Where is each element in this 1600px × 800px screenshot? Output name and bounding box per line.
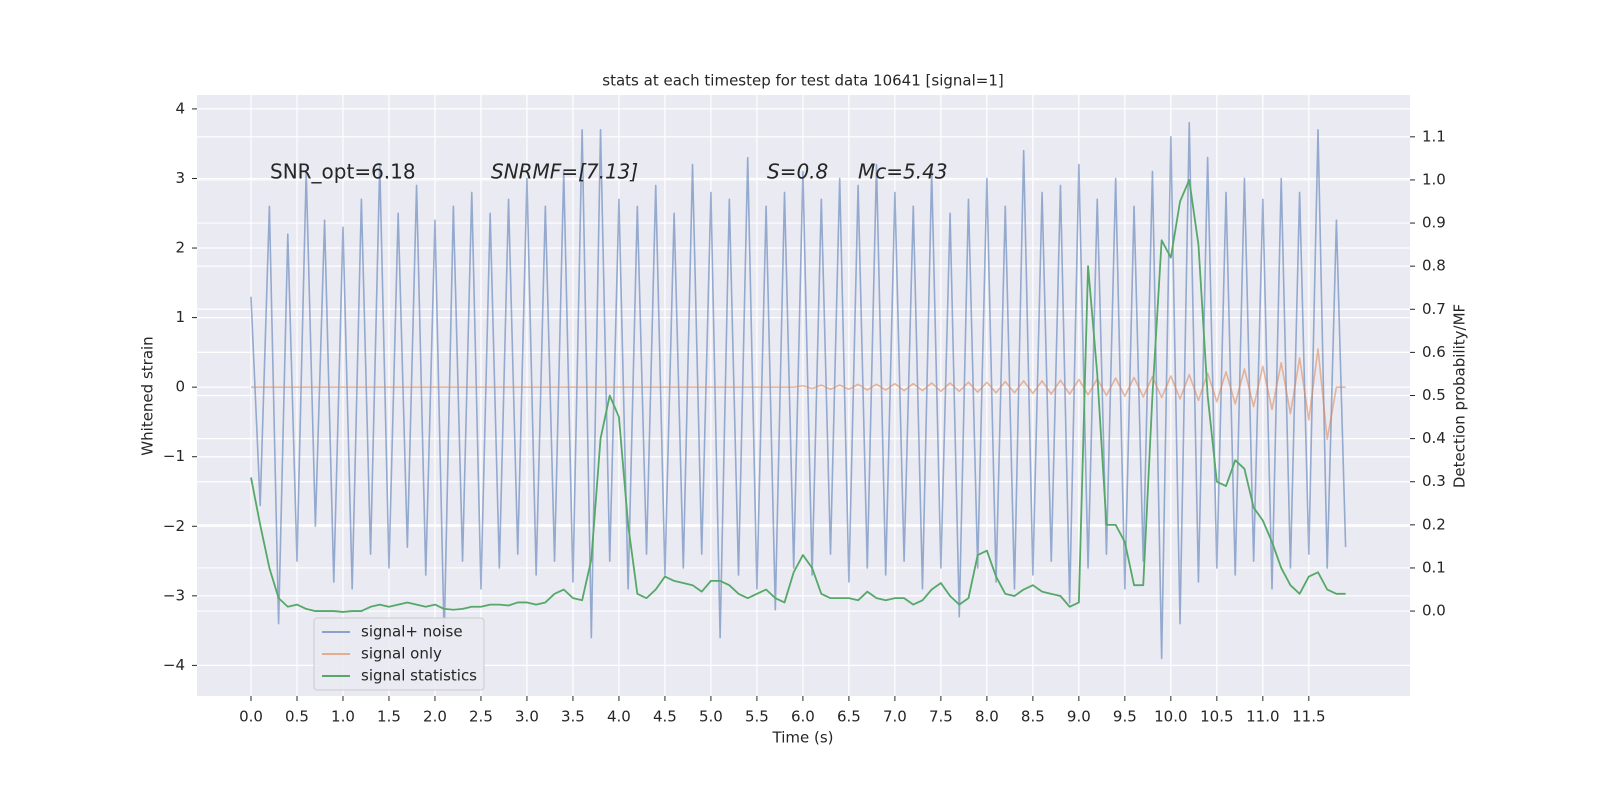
x-tick-label: 8.5 (1021, 708, 1045, 726)
y2-tick-label: 1.1 (1422, 127, 1446, 145)
x-tick-label: 0.0 (239, 708, 263, 726)
chart-title: stats at each timestep for test data 106… (602, 72, 1003, 90)
x-tick-label: 4.0 (607, 708, 631, 726)
x-tick-label: 8.0 (975, 708, 999, 726)
x-tick-label: 9.0 (1067, 708, 1091, 726)
x-tick-label: 10.5 (1200, 708, 1233, 726)
y-tick-label: 3 (175, 169, 185, 187)
y-tick-label: 1 (175, 308, 185, 326)
y-tick-label: −1 (163, 447, 185, 465)
x-tick-label: 5.0 (699, 708, 723, 726)
x-tick-label: 11.5 (1292, 708, 1325, 726)
series-line (250, 122, 1347, 660)
y2-tick-label: 0.3 (1422, 472, 1446, 490)
y2-tick-label: 0.6 (1422, 343, 1446, 361)
x-tick-label: 2.5 (469, 708, 493, 726)
x-tick-label: 7.0 (883, 708, 907, 726)
marks (250, 122, 1347, 660)
y-tick-label: −4 (163, 656, 185, 674)
y2-axis-label: Detection probability/MF (1451, 304, 1469, 488)
series-line (250, 348, 1346, 441)
x-tick-label: 11.0 (1246, 708, 1279, 726)
legend-label: signal only (361, 645, 442, 663)
x-tick-label: 3.5 (561, 708, 585, 726)
x-tick-label: 1.5 (377, 708, 401, 726)
annotation: SNRMF=[7.13] (491, 160, 638, 184)
x-tick-label: 6.0 (791, 708, 815, 726)
series-line (250, 179, 1346, 613)
x-tick-label: 5.5 (745, 708, 769, 726)
legend-label: signal+ noise (361, 623, 463, 641)
x-axis-label: Time (s) (772, 729, 834, 747)
y2-tick-label: 1.0 (1422, 170, 1446, 188)
legend-label: signal statistics (361, 667, 477, 685)
annotation: SNR_opt=6.18 (270, 160, 416, 184)
y-tick-label: −3 (163, 586, 185, 604)
y2-tick-label: 0.0 (1422, 602, 1446, 620)
x-tick-label: 3.0 (515, 708, 539, 726)
y-tick-label: 0 (175, 378, 185, 396)
x-tick-label: 0.5 (285, 708, 309, 726)
legend-box (313, 617, 485, 691)
x-tick-label: 10.0 (1154, 708, 1187, 726)
y2-tick-label: 0.5 (1422, 386, 1446, 404)
y2-tick-label: 0.8 (1422, 257, 1446, 275)
annotation: Mc=5.43 (858, 160, 948, 184)
y2-tick-label: 0.4 (1422, 429, 1446, 447)
y2-tick-label: 0.1 (1422, 558, 1446, 576)
x-tick-label: 2.0 (423, 708, 447, 726)
annotation: S=0.8 (767, 160, 828, 184)
y2-tick-label: 0.2 (1422, 515, 1446, 533)
y-tick-label: −2 (163, 517, 185, 535)
y2-tick-label: 0.9 (1422, 214, 1446, 232)
y-tick-label: 4 (175, 99, 185, 117)
x-tick-label: 6.5 (837, 708, 861, 726)
y-tick-label: 2 (175, 239, 185, 257)
y2-tick-label: 0.7 (1422, 300, 1446, 318)
x-tick-label: 7.5 (929, 708, 953, 726)
legend: signal+ noise signal only signal statistic… (313, 617, 485, 691)
y-axis-label: Whitened strain (139, 336, 157, 455)
x-tick-label: 9.5 (1113, 708, 1137, 726)
x-tick-label: 4.5 (653, 708, 677, 726)
x-tick-label: 1.0 (331, 708, 355, 726)
